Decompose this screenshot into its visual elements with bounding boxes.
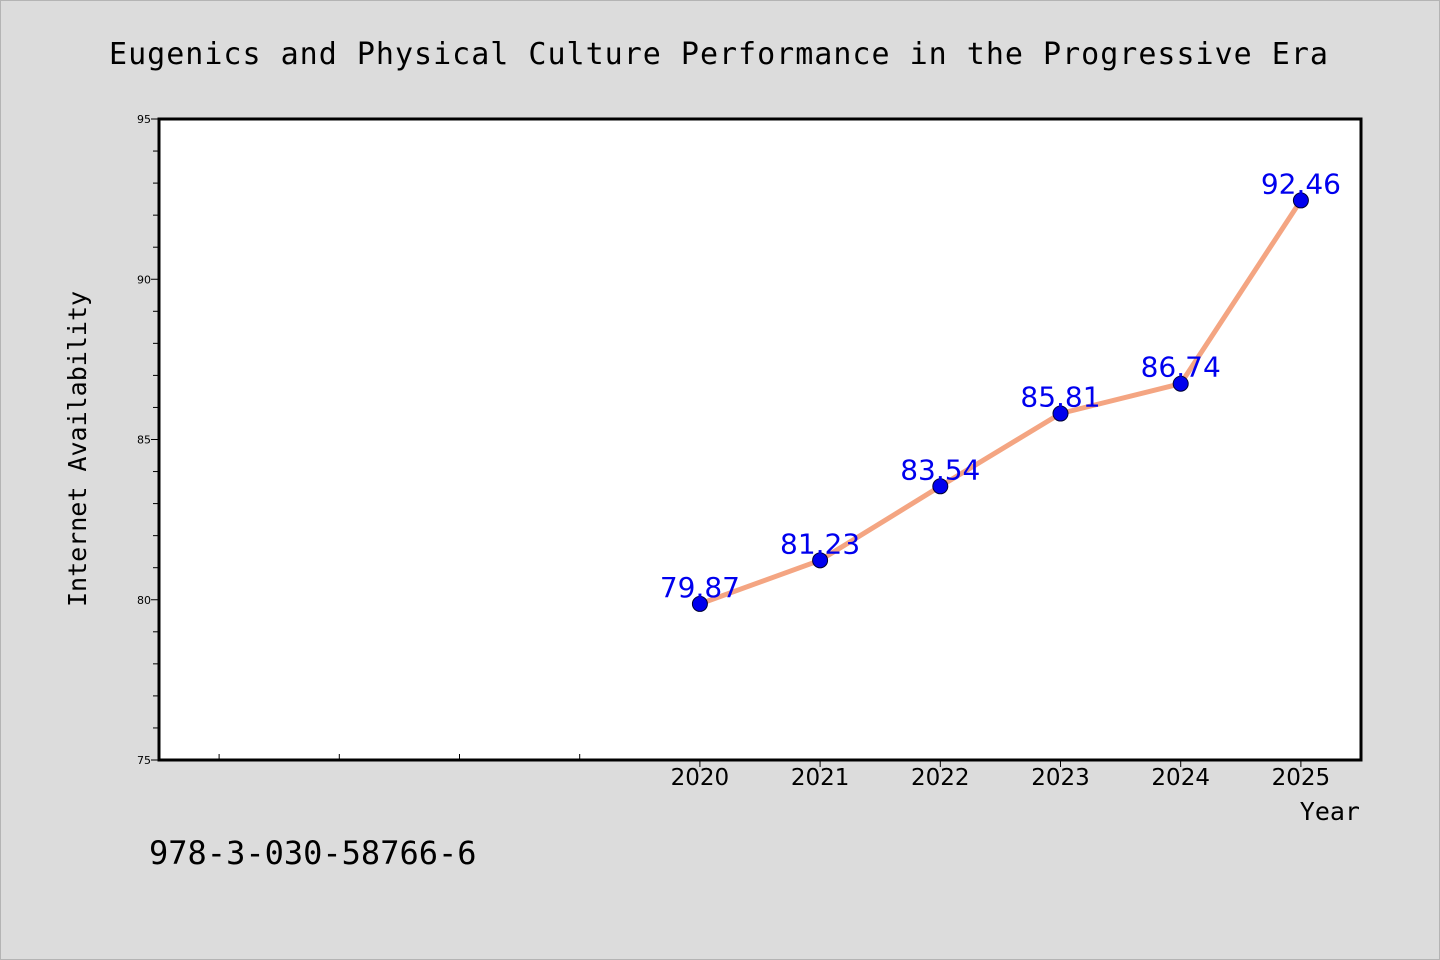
data-label: 79.87	[660, 571, 740, 604]
y-tick-label: 95	[137, 113, 151, 126]
data-label: 81.23	[780, 527, 860, 560]
data-label: 83.54	[900, 453, 980, 486]
data-point	[812, 552, 829, 569]
data-point	[691, 595, 708, 612]
data-label: 86.74	[1141, 351, 1221, 384]
x-tick-label: 2021	[791, 765, 850, 791]
data-point	[932, 478, 949, 495]
data-point	[1172, 375, 1189, 392]
data-point	[1052, 405, 1069, 422]
x-tick-label: 2023	[1031, 765, 1090, 791]
x-tick-label: 2025	[1272, 765, 1331, 791]
x-tick-label: 2024	[1151, 765, 1210, 791]
y-tick-label: 90	[137, 273, 151, 286]
y-axis-label: Internet Availability	[63, 291, 92, 607]
x-tick-label: 2020	[671, 765, 730, 791]
plot-area	[157, 117, 1363, 762]
data-point	[1292, 192, 1309, 209]
series-line	[697, 197, 1304, 607]
series-layer: 79.87 81.23 83.54 85.81 86.74 92.46	[660, 167, 1341, 612]
x-tick-label: 2022	[911, 765, 970, 791]
x-axis: 2020 2021 2022 2023 2024 2025	[218, 754, 1331, 791]
y-tick-label: 85	[137, 434, 151, 447]
chart-title: Eugenics and Physical Culture Performanc…	[109, 37, 1329, 72]
y-tick-label: 80	[137, 594, 151, 607]
y-tick-label: 75	[137, 754, 151, 767]
x-axis-label: Year	[1300, 797, 1360, 826]
isbn-text: 978-3-030-58766-6	[149, 834, 477, 872]
data-label: 85.81	[1020, 381, 1100, 414]
data-label: 92.46	[1261, 167, 1341, 200]
y-axis: 75 80 85 90 95	[137, 113, 159, 767]
